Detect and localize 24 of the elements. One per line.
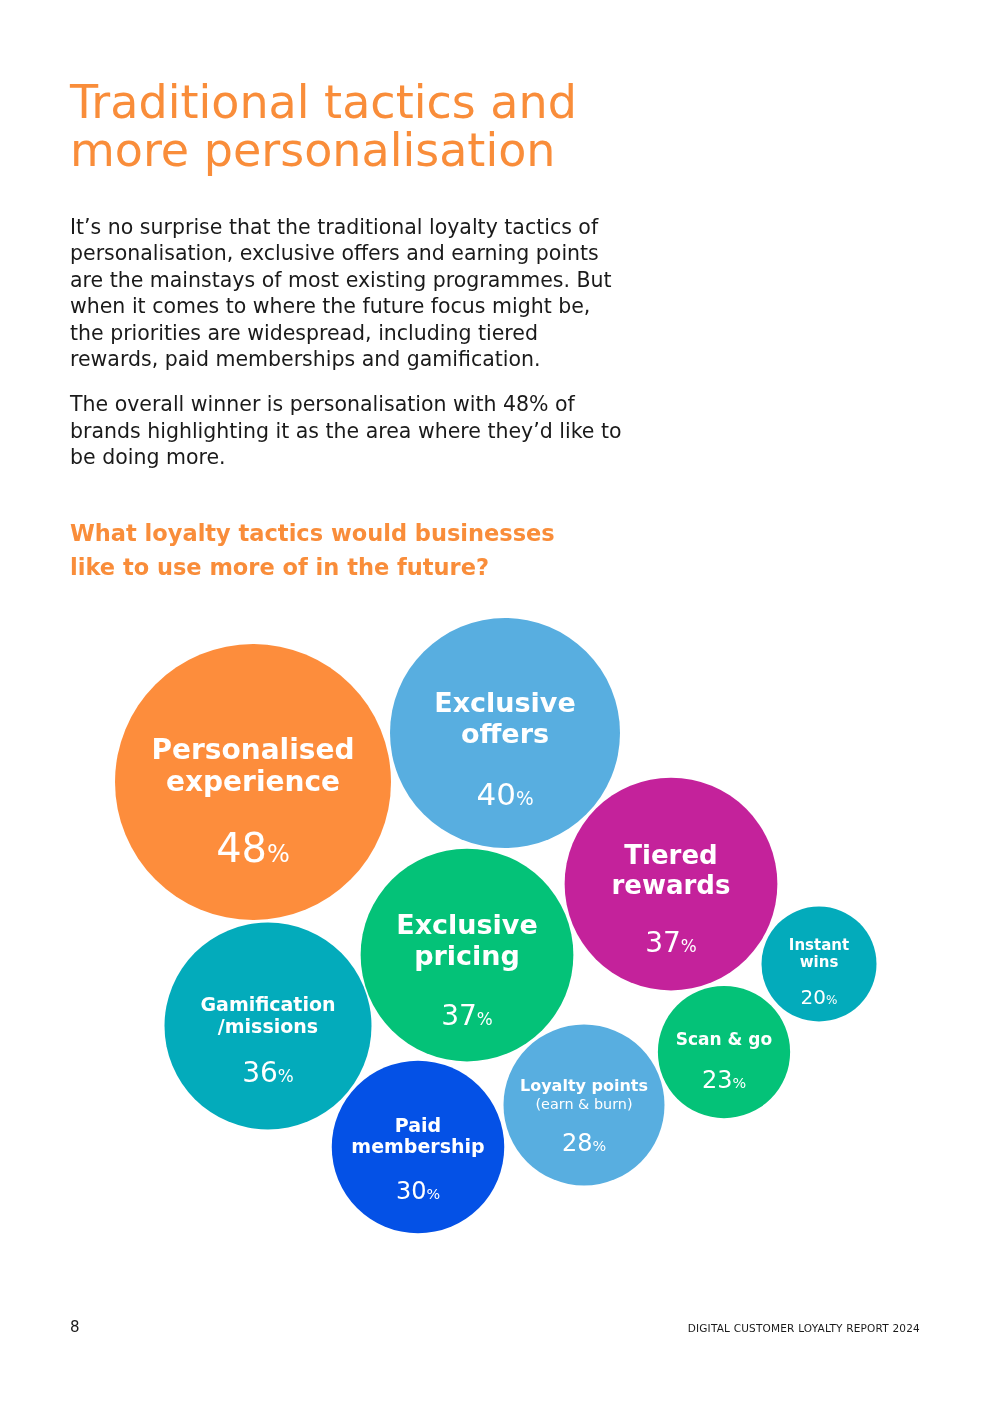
text: DIGITAL CUSTOMER LOYALTY REPORT 2024	[687, 1321, 920, 1335]
data-label: 30%	[395, 1177, 441, 1206]
category-label: Exclusive offers	[434, 686, 576, 749]
category-label: Personalised experience	[151, 732, 355, 798]
text: The overall winner is personalisation with 48% of brands highlighting it as the area where they’d like to be doing more.	[70, 391, 622, 471]
data-label: 23%	[701, 1066, 747, 1095]
category-label: Tiered rewards	[611, 839, 731, 900]
data-label: 20%	[800, 985, 838, 1009]
category-label: Gamification /missions	[200, 993, 336, 1037]
category-label: Scan & go	[675, 1029, 773, 1050]
text: It’s no surprise that the traditional loyalty tactics of personalisation, exclusive offers and earning points are the mainstays of most existing programmes. But when it comes to where the future focus might be, the priorities are widespread, including tiered rewards, paid memberships and gamification.	[70, 214, 613, 373]
data-label: 28%	[561, 1129, 607, 1158]
text: Traditional tactics and more personalisation	[70, 75, 578, 177]
text: What loyalty tactics would businesses like to use more of in the future?	[70, 519, 556, 582]
data-label: 40%	[476, 775, 534, 812]
category-label: Loyalty points (earn & burn)	[519, 1076, 649, 1113]
data-label: 37%	[441, 998, 493, 1032]
data-label: 48%	[216, 824, 290, 871]
text: 8	[70, 1317, 80, 1337]
category-label: Instant wins	[788, 935, 850, 972]
category-label: Paid membership	[351, 1113, 485, 1158]
data-label: 36%	[242, 1055, 294, 1089]
data-label: 37%	[645, 925, 697, 959]
category-label: Exclusive pricing	[396, 908, 538, 971]
